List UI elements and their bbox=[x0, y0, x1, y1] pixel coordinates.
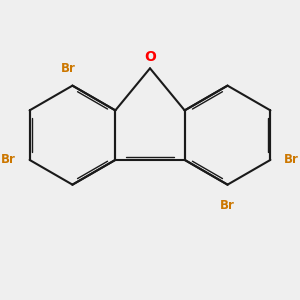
Text: Br: Br bbox=[220, 199, 235, 212]
Text: Br: Br bbox=[61, 62, 76, 75]
Text: Br: Br bbox=[284, 153, 299, 167]
Text: O: O bbox=[144, 50, 156, 64]
Text: Br: Br bbox=[1, 153, 16, 167]
